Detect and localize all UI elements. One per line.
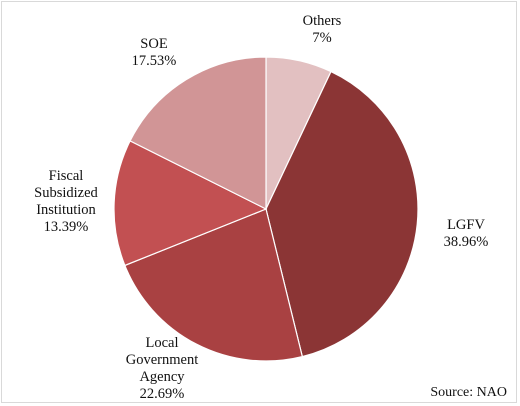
slice-label-text: Others — [303, 13, 342, 29]
slice-label-others: Others 7% — [303, 13, 342, 46]
slice-value-label: 7% — [312, 30, 331, 46]
slice-label-lgfv: LGFV 38.96% — [444, 217, 489, 250]
pie-slice-fiscal-subsidized-institution — [113, 140, 268, 267]
pie-slice-lgfv — [265, 70, 419, 358]
slice-label-fiscal-subsidized-institution: Fiscal Subsidized Institution 13.39% — [34, 168, 98, 235]
pie-slice-soe — [129, 56, 267, 210]
pie-slice-local-government-agency — [124, 208, 304, 362]
slice-label-text: Fiscal — [49, 168, 84, 184]
slice-label-text: Institution — [36, 202, 96, 218]
slice-labels: Others 7% LGFV 38.96% Local Government Agency 2… — [34, 13, 488, 402]
slice-value-label: 22.69% — [140, 386, 185, 402]
slice-value-label: 17.53% — [132, 53, 177, 69]
slice-label-text: Local — [145, 335, 178, 351]
slice-value-label: 38.96% — [444, 234, 489, 250]
source-note: Source: NAO — [430, 385, 507, 400]
slice-value-label: 13.39% — [44, 219, 89, 235]
slice-label-text: LGFV — [447, 217, 485, 233]
pie-slices — [113, 56, 419, 362]
slice-label-soe: SOE 17.53% — [132, 36, 177, 69]
slice-label-text: SOE — [140, 36, 168, 52]
slice-label-text: Subsidized — [34, 185, 98, 201]
slice-label-local-government-agency: Local Government Agency 22.69% — [126, 335, 198, 402]
slice-label-text: Agency — [139, 369, 185, 385]
slice-label-text: Government — [126, 352, 198, 368]
